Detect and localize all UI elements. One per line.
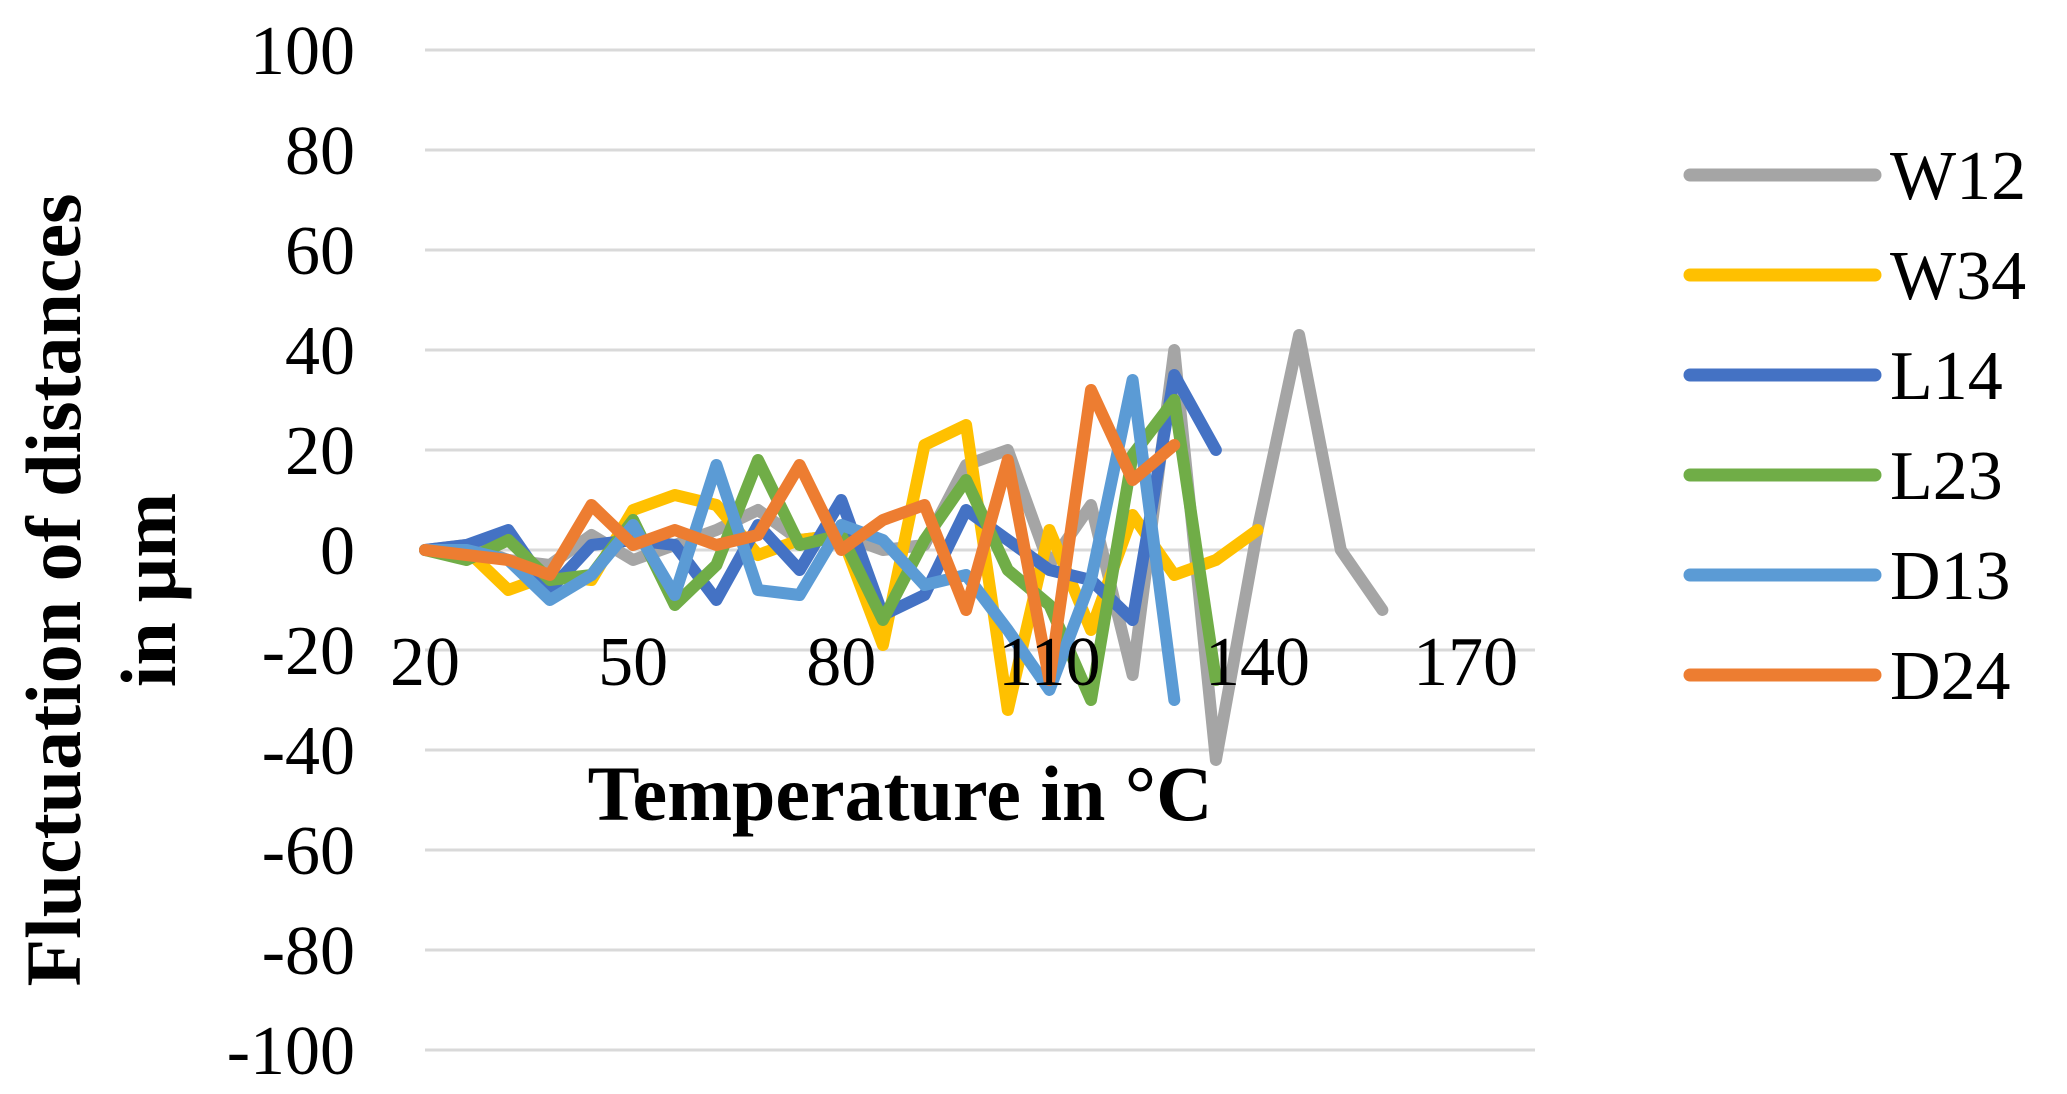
x-tick-label: 140	[1205, 624, 1310, 701]
y-axis-title-line: in µm	[105, 493, 192, 687]
legend-label: W34	[1890, 238, 2026, 315]
x-tick-label: 80	[806, 624, 876, 701]
x-tick-label: 110	[998, 624, 1100, 701]
y-tick-label: 100	[250, 13, 355, 90]
y-tick-label: 80	[285, 113, 355, 190]
y-tick-label: -100	[227, 1013, 355, 1090]
x-axis-tick-labels: 20 50 80 110 140 170	[390, 624, 1518, 701]
y-tick-label: 20	[285, 413, 355, 490]
x-axis-title: Temperature in °C	[588, 750, 1213, 837]
series-line-l23	[419, 394, 1222, 706]
legend: W12 W34 L14 L23 D13 D24	[1683, 138, 2026, 715]
y-tick-label: 0	[320, 513, 355, 590]
series-lines	[419, 329, 1389, 766]
legend-label: D24	[1890, 638, 2011, 715]
y-tick-label: 60	[285, 213, 355, 290]
y-tick-label: -20	[262, 613, 355, 690]
series-line-d13	[419, 374, 1181, 706]
y-axis-tick-labels: 100 80 60 40 20 0 -20 -40 -60 -80 -100	[227, 13, 355, 1090]
y-tick-label: -80	[262, 913, 355, 990]
legend-label: L14	[1890, 338, 2003, 415]
y-tick-label: -40	[262, 713, 355, 790]
y-tick-label: 40	[285, 313, 355, 390]
y-tick-label: -60	[262, 813, 355, 890]
y-axis-title: Fluctuation of distances in µm	[10, 193, 192, 986]
y-axis-title-line: Fluctuation of distances	[10, 193, 97, 986]
x-tick-label: 50	[598, 624, 668, 701]
legend-label: L23	[1890, 438, 2003, 515]
x-tick-label: 20	[390, 624, 460, 701]
legend-label: W12	[1890, 138, 2026, 215]
series-line-d24	[419, 384, 1181, 686]
legend-label: D13	[1890, 538, 2011, 615]
x-tick-label: 170	[1413, 624, 1518, 701]
